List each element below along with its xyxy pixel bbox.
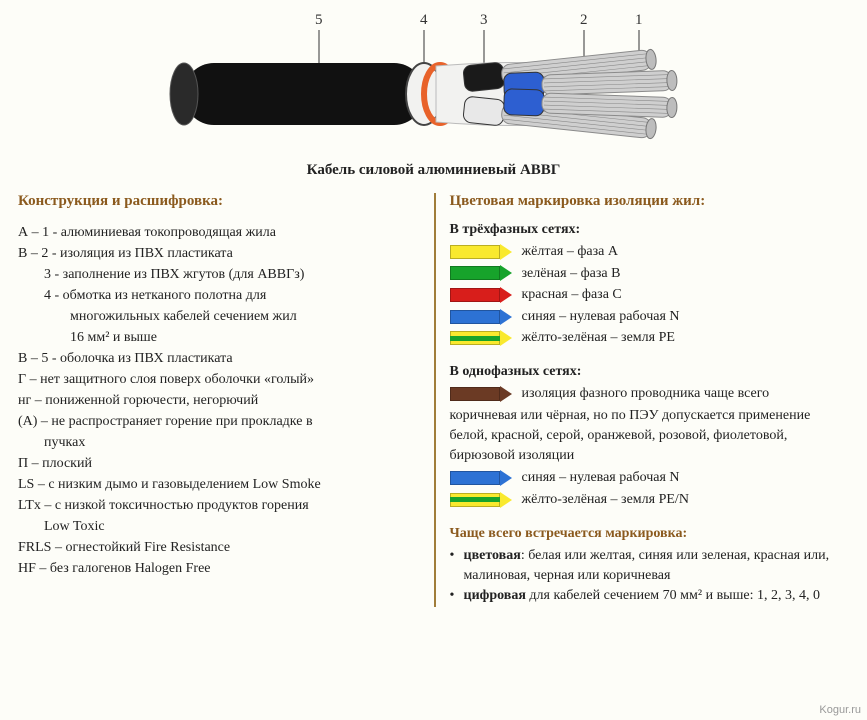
decode-line: 16 мм² и выше bbox=[18, 327, 420, 348]
bullet-text: цифровая для кабелей сечением 70 мм² и в… bbox=[464, 586, 820, 606]
decode-line: FRLS – огнестойкий Fire Resistance bbox=[18, 537, 420, 558]
decode-line: пучках bbox=[18, 432, 420, 453]
color-row: красная – фаза С bbox=[450, 285, 850, 305]
main-caption: Кабель силовой алюминиевый АВВГ bbox=[18, 162, 849, 179]
common-bullets: •цветовая: белая или желтая, синяя или з… bbox=[450, 546, 850, 607]
color-arrow-icon bbox=[450, 310, 512, 324]
right-column: Цветовая маркировка изоляции жил: В трёх… bbox=[434, 193, 850, 607]
three-phase-title: В трёхфазных сетях: bbox=[450, 222, 850, 238]
color-label: синяя – нулевая рабочая N bbox=[522, 468, 680, 488]
decode-line: Г – нет защитного слоя поверх оболочки «… bbox=[18, 369, 420, 390]
bullet-row: •цветовая: белая или желтая, синяя или з… bbox=[450, 546, 850, 587]
single-phase-lead: изоляция фазного проводника чаще всего bbox=[450, 384, 850, 404]
color-row: жёлтая – фаза А bbox=[450, 242, 850, 262]
color-arrow-icon bbox=[450, 471, 512, 485]
common-title: Чаще всего встречается маркировка: bbox=[450, 526, 850, 542]
color-arrow-icon bbox=[450, 245, 512, 259]
color-row: синяя – нулевая рабочая N bbox=[450, 468, 850, 488]
color-label: жёлто-зелёная – земля РЕ bbox=[522, 328, 675, 348]
decode-line: многожильных кабелей сечением жил bbox=[18, 306, 420, 327]
left-title: Конструкция и расшифровка: bbox=[18, 193, 420, 210]
color-label: синяя – нулевая рабочая N bbox=[522, 307, 680, 327]
bullet-dot: • bbox=[450, 586, 464, 606]
decode-line: HF – без галогенов Halogen Free bbox=[18, 558, 420, 579]
decode-line: 4 - обмотка из нетканого полотна для bbox=[18, 285, 420, 306]
svg-text:1: 1 bbox=[635, 12, 643, 28]
decode-line: В – 2 - изоляция из ПВХ пластиката bbox=[18, 243, 420, 264]
bullet-text: цветовая: белая или желтая, синяя или зе… bbox=[464, 546, 850, 587]
color-arrow-icon bbox=[450, 288, 512, 302]
decode-line: 3 - заполнение из ПВХ жгутов (для АВВГз) bbox=[18, 264, 420, 285]
color-label: жёлтая – фаза А bbox=[522, 242, 618, 262]
color-label: красная – фаза С bbox=[522, 285, 622, 305]
decode-line: нг – пониженной горючести, негорючий bbox=[18, 390, 420, 411]
three-phase-list: жёлтая – фаза Азелёная – фаза Вкрасная –… bbox=[450, 242, 850, 348]
cable-diagram: 5 4 3 2 1 bbox=[18, 8, 849, 158]
color-row: жёлто-зелёная – земля РЕ bbox=[450, 328, 850, 348]
color-label: жёлто-зелёная – земля РЕ/N bbox=[522, 490, 689, 510]
svg-text:3: 3 bbox=[480, 12, 488, 28]
decode-line: LTx – с низкой токсичностью продуктов го… bbox=[18, 495, 420, 516]
bullet-dot: • bbox=[450, 546, 464, 587]
decode-list: А – 1 - алюминиевая токопроводящая жилаВ… bbox=[18, 222, 420, 579]
single-phase-note: коричневая или чёрная, но по ПЭУ допуска… bbox=[450, 406, 850, 467]
color-row: изоляция фазного проводника чаще всего bbox=[450, 384, 850, 404]
cable-svg: 5 4 3 2 1 bbox=[114, 8, 754, 158]
decode-line: LS – с низким дымо и газовыделением Low … bbox=[18, 474, 420, 495]
svg-text:4: 4 bbox=[420, 12, 428, 28]
svg-text:5: 5 bbox=[315, 12, 323, 28]
decode-line: В – 5 - оболочка из ПВХ пластиката bbox=[18, 348, 420, 369]
color-label: зелёная – фаза В bbox=[522, 264, 621, 284]
color-arrow-icon bbox=[450, 493, 512, 507]
single-phase-tail: синяя – нулевая рабочая Nжёлто-зелёная –… bbox=[450, 468, 850, 509]
color-row: зелёная – фаза В bbox=[450, 264, 850, 284]
columns: Конструкция и расшифровка: А – 1 - алюми… bbox=[18, 193, 849, 607]
right-title: Цветовая маркировка изоляции жил: bbox=[450, 193, 850, 210]
bullet-row: •цифровая для кабелей сечением 70 мм² и … bbox=[450, 586, 850, 606]
page-root: 5 4 3 2 1 Кабель силовой алюминиевый АВВГ Ко… bbox=[0, 0, 867, 615]
color-row: жёлто-зелёная – земля РЕ/N bbox=[450, 490, 850, 510]
left-column: Конструкция и расшифровка: А – 1 - алюми… bbox=[18, 193, 434, 607]
decode-line: Low Toxic bbox=[18, 516, 420, 537]
color-arrow-icon bbox=[450, 387, 512, 401]
brand-watermark: Kogur.ru bbox=[819, 704, 861, 716]
decode-line: П – плоский bbox=[18, 453, 420, 474]
color-row: синяя – нулевая рабочая N bbox=[450, 307, 850, 327]
decode-line: А – 1 - алюминиевая токопроводящая жила bbox=[18, 222, 420, 243]
decode-line: (А) – не распространяет горение при прок… bbox=[18, 411, 420, 432]
single-phase-title: В однофазных сетях: bbox=[450, 364, 850, 380]
color-arrow-icon bbox=[450, 331, 512, 345]
svg-text:2: 2 bbox=[580, 12, 588, 28]
color-arrow-icon bbox=[450, 266, 512, 280]
color-label: изоляция фазного проводника чаще всего bbox=[522, 384, 770, 404]
